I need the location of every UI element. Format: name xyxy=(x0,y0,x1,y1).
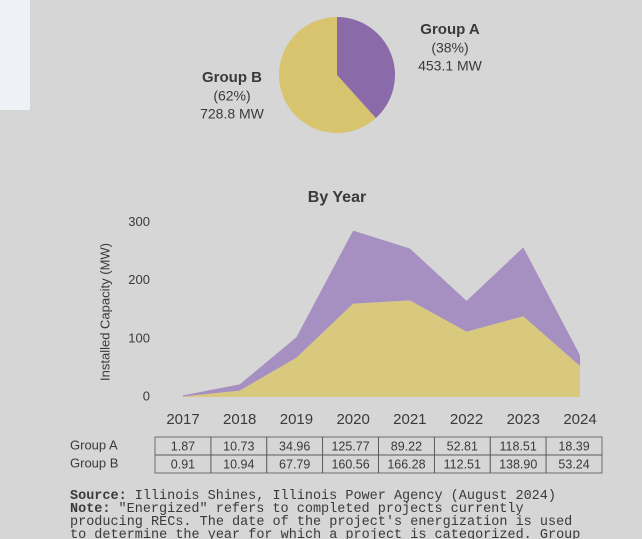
background-panel xyxy=(0,0,30,110)
slice-percent: (62%) xyxy=(213,88,250,104)
table-value: 53.24 xyxy=(558,457,589,471)
x-tick-label: 2019 xyxy=(280,411,313,428)
table-value: 160.56 xyxy=(331,457,369,471)
table-value: 166.28 xyxy=(387,457,425,471)
note-text: producing RECs. The date of the project'… xyxy=(70,515,572,530)
note-line: to determine the year for which a projec… xyxy=(70,528,580,539)
table-value: 118.51 xyxy=(500,439,537,453)
table-value: 89.22 xyxy=(391,439,422,453)
source-label: Source: xyxy=(70,489,127,504)
note-line: producing RECs. The date of the project'… xyxy=(70,515,572,530)
chart-title: By Year xyxy=(308,189,366,206)
y-tick-label: 300 xyxy=(128,214,150,229)
x-tick-label: 2022 xyxy=(450,411,483,428)
slice-value: 453.1 MW xyxy=(418,58,483,74)
legend-label: Group B xyxy=(70,455,118,470)
x-tick-label: 2018 xyxy=(223,411,256,428)
table-value: 52.81 xyxy=(447,439,478,453)
note-text: "Energized" refers to completed projects… xyxy=(119,502,524,517)
slice-percent: (38%) xyxy=(431,40,468,56)
table-value: 125.77 xyxy=(331,439,369,453)
area xyxy=(183,230,580,397)
pie-slice xyxy=(337,17,396,119)
slice-label: Group A xyxy=(420,21,480,38)
table-value: 10.73 xyxy=(223,439,254,453)
x-tick-label: 2017 xyxy=(166,411,199,428)
slice-value: 728.8 MW xyxy=(200,106,265,122)
x-tick-label: 2020 xyxy=(336,411,369,428)
table-value: 138.90 xyxy=(499,457,537,471)
table-value: 18.39 xyxy=(558,439,589,453)
table-value: 112.51 xyxy=(444,457,481,471)
table-value: 0.91 xyxy=(171,457,195,471)
table-cell xyxy=(545,454,603,474)
y-axis-label: Installed Capacity (MW) xyxy=(97,243,112,381)
source-line: Source: Illinois Shines, Illinois Power A… xyxy=(70,489,556,504)
y-tick-label: 200 xyxy=(128,272,150,287)
pie-slice xyxy=(279,17,376,133)
x-tick-label: 2023 xyxy=(507,411,540,428)
x-tick-label: 2024 xyxy=(563,411,596,428)
table-value: 10.94 xyxy=(223,457,254,471)
legend-label: Group A xyxy=(70,437,118,452)
note-label: Note: xyxy=(70,502,111,517)
note-line: Note: "Energized" refers to completed pro… xyxy=(70,502,524,517)
y-tick-label: 100 xyxy=(128,330,150,345)
area xyxy=(183,300,580,397)
x-tick-label: 2021 xyxy=(393,411,426,428)
table-value: 1.87 xyxy=(171,439,195,453)
table-value: 67.79 xyxy=(279,457,310,471)
source-text: Illinois Shines, Illinois Power Agency (… xyxy=(135,489,556,504)
note-text: to determine the year for which a projec… xyxy=(70,528,580,539)
table-value: 34.96 xyxy=(279,439,310,453)
y-tick-label: 0 xyxy=(143,388,150,403)
slice-label: Group B xyxy=(202,69,262,86)
